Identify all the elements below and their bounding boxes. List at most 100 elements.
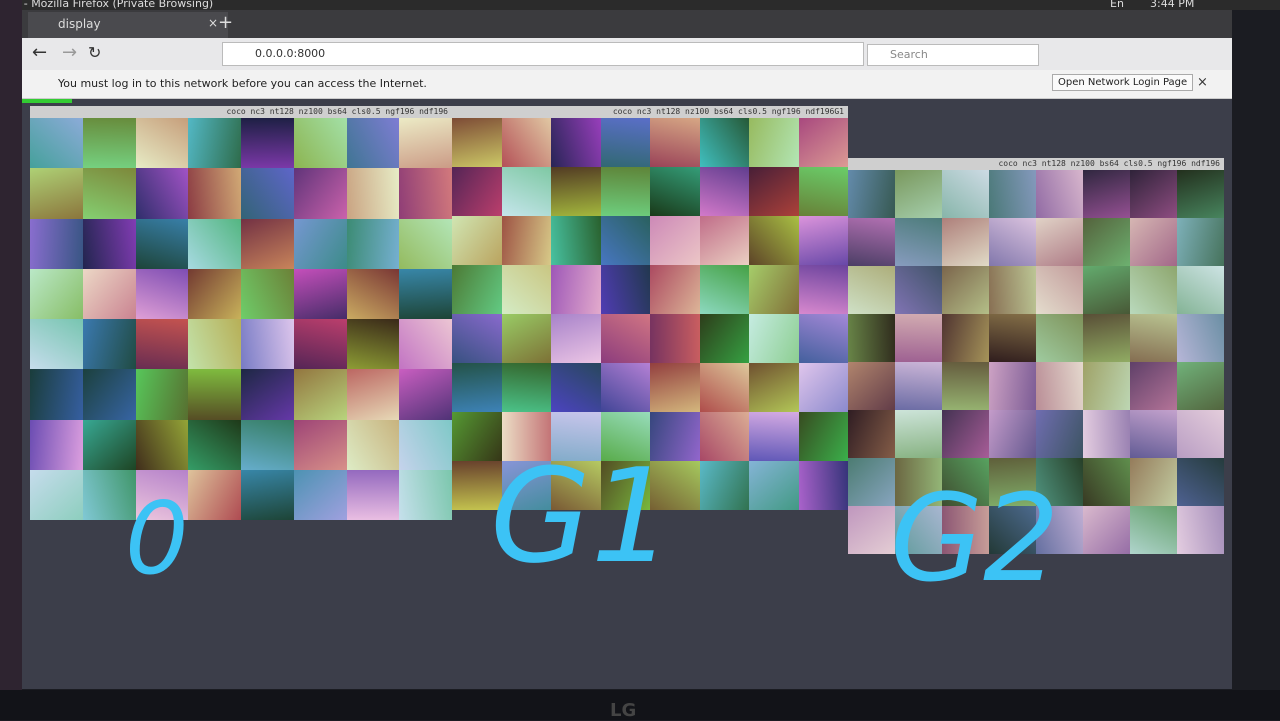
- url-bar[interactable]: 0.0.0.0:8000: [222, 42, 864, 66]
- thumbnail: [749, 265, 799, 314]
- thumbnail: [82, 118, 136, 169]
- thumbnail: [895, 458, 942, 506]
- thumbnail: [650, 265, 700, 314]
- thumbnail: [188, 319, 241, 370]
- thumbnail: [600, 118, 650, 167]
- image-window: coco nc3 nt128 nz100 bs64 cls0.5 ngf196 …: [452, 106, 848, 510]
- thumbnail: [452, 314, 502, 363]
- thumbnail: [848, 218, 895, 266]
- thumbnail: [1177, 266, 1224, 314]
- thumbnail: [942, 458, 989, 506]
- thumbnail: [1083, 266, 1130, 314]
- forward-button[interactable]: →: [62, 42, 78, 63]
- thumbnail: [135, 469, 189, 520]
- thumbnail: [551, 412, 601, 461]
- thumbnail: [293, 268, 347, 319]
- thumbnail: [1083, 458, 1130, 506]
- thumbnail: [1177, 506, 1224, 554]
- tab[interactable]: display ×: [28, 12, 228, 38]
- thumbnail: [188, 419, 241, 470]
- thumbnail: [551, 216, 601, 265]
- thumbnail: [1083, 362, 1130, 410]
- thumbnail: [452, 118, 502, 167]
- thumbnail: [989, 314, 1036, 362]
- thumbnail: [798, 412, 848, 461]
- thumbnail: [551, 314, 601, 363]
- thumbnail: [30, 118, 83, 169]
- thumbnail: [293, 369, 347, 420]
- thumbnail: [346, 268, 400, 319]
- thumbnail: [699, 118, 749, 167]
- thumbnail: [30, 469, 83, 520]
- image-grid: [452, 118, 848, 510]
- search-placeholder: Search: [890, 48, 928, 61]
- thumbnail: [942, 170, 989, 218]
- thumbnail: [241, 168, 294, 219]
- thumbnail: [1036, 218, 1083, 266]
- thumbnail: [501, 216, 551, 265]
- window-caption: coco nc3 nt128 nz100 bs64 cls0.5 ngf196 …: [30, 106, 452, 118]
- thumbnail: [1130, 314, 1177, 362]
- thumbnail: [135, 319, 189, 370]
- thumbnail: [650, 118, 700, 167]
- thumbnail: [600, 412, 650, 461]
- thumbnail: [82, 168, 136, 219]
- back-button[interactable]: ←: [32, 42, 48, 63]
- thumbnail: [1036, 410, 1083, 458]
- thumbnail: [399, 118, 452, 169]
- thumbnail: [135, 118, 189, 169]
- thumbnail: [241, 319, 294, 370]
- thumbnail: [989, 506, 1036, 554]
- thumbnail: [942, 506, 989, 554]
- annotation: G2: [890, 470, 1060, 609]
- thumbnail: [942, 266, 989, 314]
- thumbnail: [650, 167, 700, 216]
- thumbnail: [989, 170, 1036, 218]
- thumbnail: [600, 265, 650, 314]
- thumbnail: [501, 314, 551, 363]
- thumbnail: [188, 268, 241, 319]
- thumbnail: [895, 410, 942, 458]
- thumbnail: [895, 506, 942, 554]
- thumbnail: [241, 218, 294, 269]
- thumbnail: [1036, 506, 1083, 554]
- thumbnail: [551, 363, 601, 412]
- new-tab[interactable]: +: [218, 12, 234, 33]
- thumbnail: [989, 458, 1036, 506]
- thumbnail: [1177, 218, 1224, 266]
- notice-close[interactable]: ×: [1197, 75, 1208, 90]
- thumbnail: [798, 118, 848, 167]
- thumbnail: [798, 216, 848, 265]
- thumbnail: [600, 216, 650, 265]
- thumbnail: [188, 369, 241, 420]
- thumbnail: [30, 419, 83, 470]
- lang: En: [1110, 0, 1124, 10]
- thumbnail: [241, 118, 294, 169]
- notification-bar: You must log in to this network before y…: [22, 70, 1232, 99]
- login-button[interactable]: Open Network Login Page: [1052, 74, 1194, 91]
- tab-close[interactable]: ×: [208, 16, 219, 30]
- thumbnail: [399, 369, 452, 420]
- bezel: LG: [0, 690, 1280, 721]
- search-box[interactable]: Search: [867, 44, 1039, 66]
- thumbnail: [551, 461, 601, 510]
- thumbnail: [399, 319, 452, 370]
- thumbnail: [293, 218, 347, 269]
- thumbnail: [1036, 314, 1083, 362]
- thumbnail: [501, 118, 551, 167]
- thumbnail: [942, 314, 989, 362]
- thumbnail: [501, 265, 551, 314]
- thumbnail: [1130, 506, 1177, 554]
- thumbnail: [600, 461, 650, 510]
- thumbnail: [1036, 170, 1083, 218]
- reload-button[interactable]: ↻: [88, 43, 102, 62]
- thumbnail: [1083, 506, 1130, 554]
- thumbnail: [551, 118, 601, 167]
- image-grid: [30, 118, 452, 520]
- thumbnail: [699, 216, 749, 265]
- thumbnail: [82, 369, 136, 420]
- thumbnail: [895, 218, 942, 266]
- thumbnail: [135, 369, 189, 420]
- thumbnail: [798, 461, 848, 510]
